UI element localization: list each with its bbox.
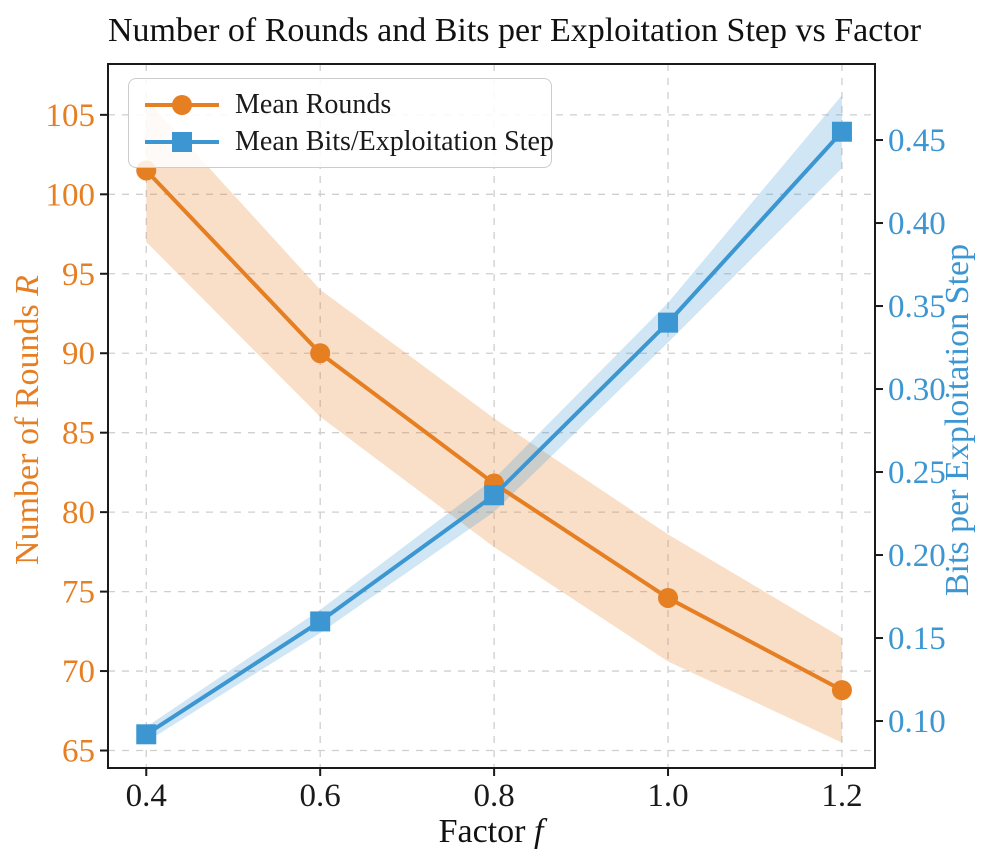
x-tick-label: 0.8 <box>473 778 514 814</box>
x-tick-label: 0.6 <box>300 778 341 814</box>
legend-entry-mean-bits: Mean Bits/Exploitation Step <box>139 123 554 160</box>
x-axis-label-text: Factor <box>438 813 526 850</box>
legend-line-circle-icon <box>145 94 219 115</box>
legend-label: Mean Rounds <box>235 88 392 120</box>
y-left-tick-label: 80 <box>62 495 95 531</box>
x-axis-label-math: f <box>533 813 544 850</box>
x-tick-label: 1.2 <box>821 778 862 814</box>
data-point-marker <box>484 485 505 506</box>
series-band-0 <box>146 98 842 743</box>
y-left-tick-label: 90 <box>62 336 95 372</box>
data-point-marker <box>831 121 852 142</box>
y-axis-label-left-text: Number of Rounds <box>9 304 46 565</box>
x-tick-label: 1.0 <box>647 778 688 814</box>
y-right-tick-label: 0.40 <box>888 206 946 242</box>
legend-line-square-icon <box>145 131 219 152</box>
y-axis-label-left: Number of Rounds R <box>9 275 47 565</box>
data-point-marker <box>831 680 852 701</box>
legend: Mean Rounds Mean Bits/Exploitation Step <box>128 78 554 168</box>
y-left-tick-label: 75 <box>62 575 95 611</box>
data-point-marker <box>310 611 331 632</box>
y-right-tick-label: 0.30 <box>888 372 946 408</box>
plot-border <box>107 63 876 769</box>
chart-title: Number of Rounds and Bits per Exploitati… <box>108 12 922 49</box>
legend-entry-mean-rounds: Mean Rounds <box>139 86 541 123</box>
data-point-marker <box>658 587 679 608</box>
y-right-tick-label: 0.20 <box>888 538 946 574</box>
y-left-tick-label: 105 <box>46 98 96 134</box>
y-left-tick-label: 85 <box>62 416 95 452</box>
y-left-tick-label: 65 <box>62 734 95 770</box>
y-axis-label-right: Bits per Exploitation Step <box>939 244 977 596</box>
y-right-tick-label: 0.25 <box>888 455 946 491</box>
data-point-marker <box>658 312 679 333</box>
data-point-marker <box>310 343 331 364</box>
y-right-tick-label: 0.10 <box>888 704 946 740</box>
y-left-tick-label: 100 <box>46 177 96 213</box>
y-axis-label-right-text: Bits per Exploitation Step <box>939 243 976 597</box>
y-right-tick-label: 0.35 <box>888 289 946 325</box>
y-axis-label-left-math: R <box>9 275 46 296</box>
legend-label: Mean Bits/Exploitation Step <box>235 125 554 157</box>
y-right-tick-label: 0.45 <box>888 123 946 159</box>
data-point-marker <box>136 724 157 745</box>
legend-sample-marker <box>172 94 192 115</box>
y-left-tick-label: 70 <box>62 654 95 690</box>
x-tick-label: 0.4 <box>126 778 167 814</box>
y-left-tick-label: 95 <box>62 257 95 293</box>
x-axis-label: Factor f <box>439 813 544 851</box>
legend-sample-marker <box>172 131 192 152</box>
y-right-tick-label: 0.15 <box>888 621 946 657</box>
